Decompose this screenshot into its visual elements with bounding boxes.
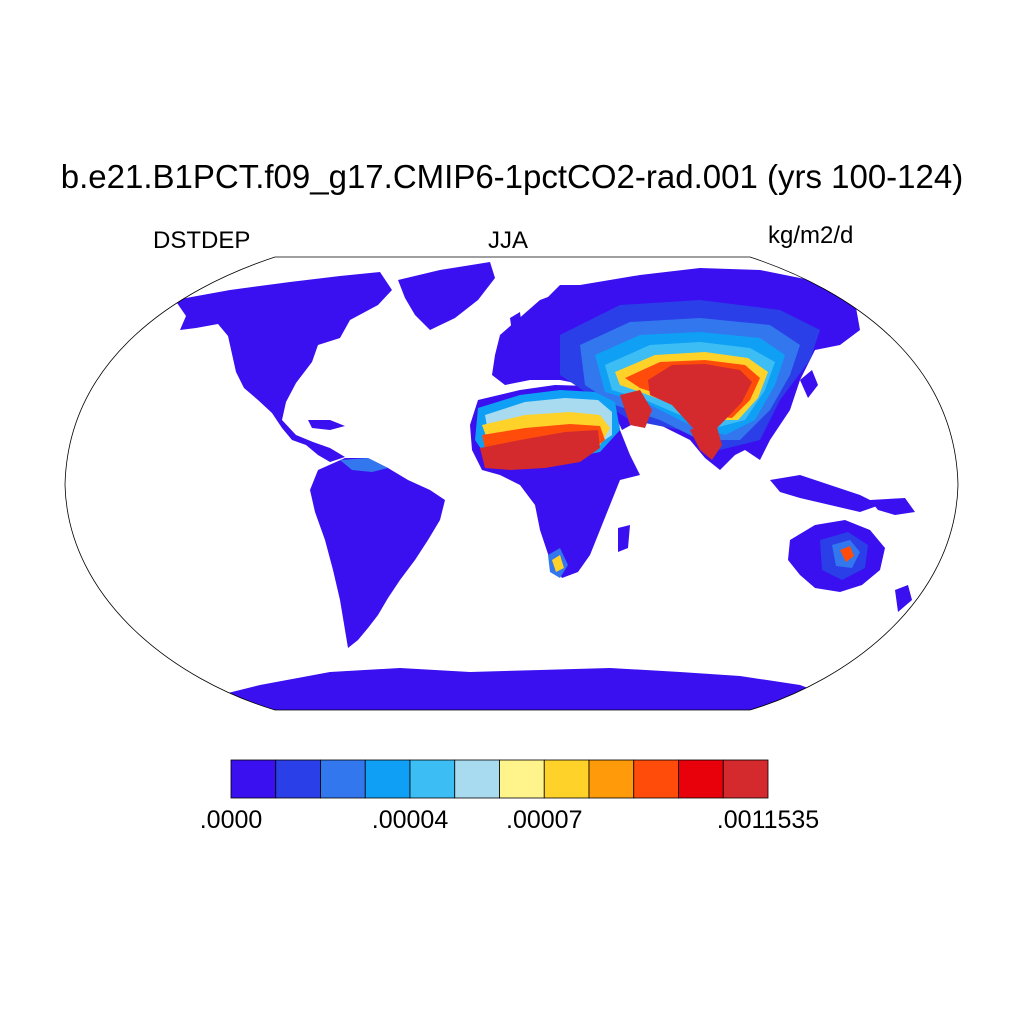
colorbar-swatch: [230, 759, 277, 799]
cuba-land: [308, 420, 345, 430]
greenland-land: [398, 262, 495, 330]
scandinavia-land: [545, 285, 592, 320]
south-america-dust-north: [340, 458, 388, 472]
colorbar-swatch: [543, 759, 590, 799]
colorbar-tick-label: .00004: [371, 806, 449, 834]
colorbar-swatch: [722, 759, 769, 799]
map-title: b.e21.B1PCT.f09_g17.CMIP6-1pctCO2-rad.00…: [60, 158, 964, 195]
australia-dust-core: [840, 546, 854, 562]
colorbar-swatch: [409, 759, 456, 799]
variable-label: DSTDEP: [153, 227, 251, 254]
colorbar-tick-label: .00007: [506, 806, 583, 834]
uk-land: [510, 312, 522, 332]
japan-land: [800, 370, 818, 398]
colorbar-swatch: [633, 759, 679, 799]
colorbar-swatch: [320, 759, 366, 799]
season-label: JJA: [488, 227, 529, 254]
map-content: [175, 262, 915, 710]
new-guinea-land: [870, 498, 915, 515]
maritime-se-asia-land: [770, 475, 880, 512]
india-dust-tip: [690, 420, 722, 460]
colorbar-swatch: [275, 759, 321, 799]
madagascar-land: [618, 525, 630, 552]
antarctica-land: [190, 668, 850, 710]
globe-outline: [64, 256, 959, 711]
colorbar-swatch: [499, 759, 545, 799]
colorbar-tick-label: .0000: [199, 806, 263, 834]
units-label: kg/m2/d: [768, 222, 854, 249]
colorbar-swatch: [364, 759, 411, 799]
south-america-land: [310, 458, 445, 648]
sahara-dust-core: [480, 430, 600, 470]
namibia-dust-core: [552, 555, 564, 572]
colorbar-swatch: [454, 759, 500, 799]
colorbar-swatch: [588, 759, 635, 799]
colorbar-swatch: [678, 759, 724, 799]
colorbar: [230, 759, 769, 799]
colorbar-tick-label: .0011535: [716, 806, 820, 834]
north-america-land: [175, 272, 392, 462]
new-zealand-land: [895, 585, 912, 612]
arabia-dust: [620, 390, 652, 428]
eurasia-dust-core: [648, 364, 752, 440]
